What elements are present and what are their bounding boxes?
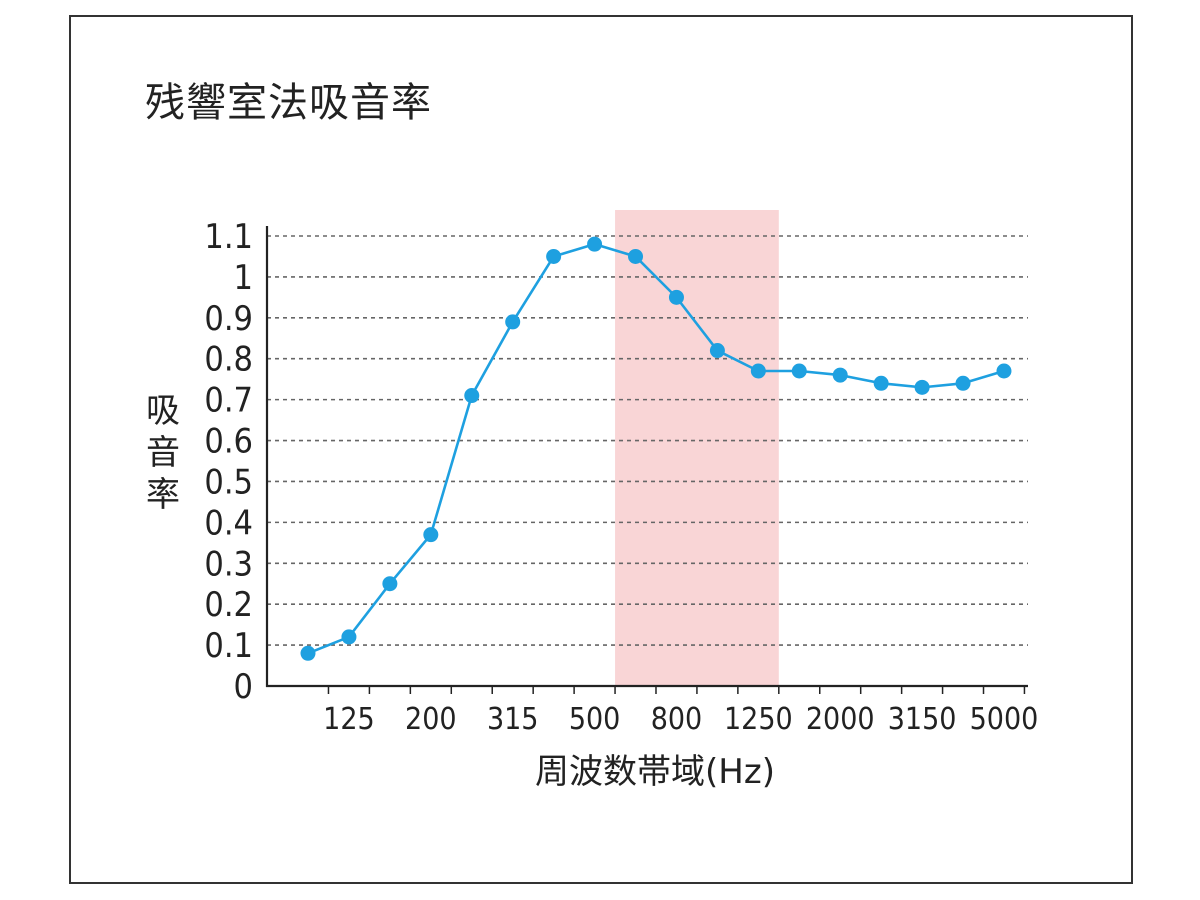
y-tick-label-2: 0.2 — [204, 585, 253, 625]
data-point-250 — [464, 388, 480, 404]
y-tick-label-3: 0.3 — [204, 544, 253, 584]
y-tick-label-8: 0.8 — [204, 340, 253, 380]
x-tick-labels: 125 200 315 500 800 1250 2000 3150 5000 — [323, 702, 1038, 737]
y-tick-label-7: 0.7 — [204, 381, 253, 421]
x-tick-label-1: 200 — [405, 702, 457, 737]
x-tick-label-7: 3150 — [888, 702, 957, 737]
x-axis-label: 周波数帯域(Hz) — [535, 752, 775, 792]
highlight-band-layer — [615, 210, 779, 686]
grid-layer — [267, 235, 1028, 646]
y-axis-label: 吸音率 — [146, 391, 180, 515]
x-tick-label-5: 1250 — [724, 702, 793, 737]
highlight-band — [615, 210, 779, 686]
data-point-125 — [341, 629, 357, 645]
y-tick-label-6: 0.6 — [204, 422, 253, 462]
axes-layer — [265, 226, 1028, 694]
x-tick-label-4: 800 — [651, 702, 703, 737]
x-tick-label-2: 315 — [487, 702, 539, 737]
y-tick-label-9: 0.9 — [204, 299, 253, 339]
data-point-160 — [382, 576, 398, 592]
y-tick-label-4: 0.4 — [204, 503, 253, 543]
data-point-100 — [300, 645, 316, 661]
data-point-500 — [587, 236, 603, 252]
x-tick-label-0: 125 — [323, 702, 375, 737]
data-point-1000 — [709, 343, 725, 359]
data-point-315 — [505, 314, 521, 330]
y-tick-label-5: 0.5 — [204, 462, 253, 502]
chart-title: 残響室法吸音率 — [145, 80, 432, 126]
y-tick-labels: 00.10.20.30.40.50.60.70.80.911.1 — [204, 217, 253, 707]
y-axis-label-char-0: 吸 — [146, 391, 180, 431]
y-tick-label-0: 0 — [234, 667, 253, 707]
data-point-3150 — [914, 379, 930, 395]
chart-frame — [69, 15, 1133, 884]
x-tick-label-3: 500 — [569, 702, 621, 737]
data-point-4000 — [955, 375, 971, 391]
y-tick-label-1: 0.1 — [204, 626, 253, 666]
data-point-400 — [546, 248, 562, 264]
y-tick-label-11: 1.1 — [204, 217, 253, 257]
y-axis-label-char-2: 率 — [146, 475, 180, 515]
y-tick-label-10: 1 — [234, 258, 253, 298]
data-point-630 — [628, 248, 644, 264]
y-axis-label-char-1: 音 — [146, 433, 180, 473]
data-point-2500 — [873, 375, 889, 391]
x-tick-label-8: 5000 — [970, 702, 1039, 737]
data-point-1600 — [791, 363, 807, 379]
data-point-1250 — [750, 363, 766, 379]
data-point-800 — [668, 289, 684, 305]
data-point-5000 — [996, 363, 1012, 379]
data-point-200 — [423, 527, 439, 543]
series-layer — [300, 236, 1012, 661]
x-tick-label-6: 2000 — [806, 702, 875, 737]
data-point-2000 — [832, 367, 848, 383]
